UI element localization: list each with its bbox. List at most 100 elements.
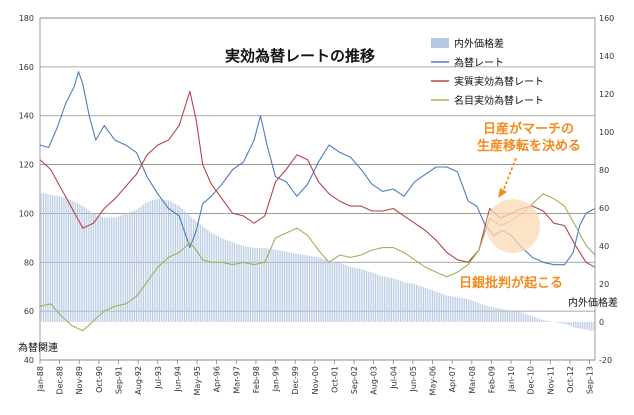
price-gap-bar [262,247,264,322]
price-gap-bar [121,214,123,322]
x-axis-ticks: Jan-88 Dec-88 Nov-89 Oct-90 Sep-91 Aug-92 Jul-… [36,360,595,395]
price-gap-bar [205,228,207,322]
price-gap-bar [314,256,316,322]
price-gap-bar [440,293,442,322]
price-gap-bar [523,313,525,322]
x-tick-label: Dec-88 [56,366,65,395]
price-gap-bar [548,321,550,322]
price-gap-bar [590,322,592,331]
price-gap-bar [41,193,43,322]
price-gap-bar [415,284,417,322]
price-gap-bar [62,197,64,322]
price-gap-bar [59,196,61,322]
price-gap-bar [328,261,330,322]
price-gap-bar [107,217,109,322]
x-tick-label: Jan-10 [507,366,516,392]
price-gap-bar [119,215,121,322]
price-gap-bar [430,289,432,322]
price-gap-bar [226,240,228,322]
price-gap-bar [267,248,269,322]
price-gap-bar [91,212,93,322]
price-gap-bar [464,298,466,322]
price-gap-bar [110,217,112,322]
right-tick-label: 160 [599,14,614,23]
left-axis-label: 為替関連 [18,341,58,354]
x-tick-label: Feb-98 [252,366,261,393]
price-gap-bar [141,206,143,322]
price-gap-bar [387,277,389,322]
price-gap-bar [101,216,103,322]
plot-border [39,17,596,361]
x-tick-label: Mar-97 [232,366,241,394]
x-tick-label: Aug-92 [134,366,143,395]
price-gap-bar [123,214,125,322]
price-gap-bar [109,217,111,322]
price-gap-bar [46,194,48,322]
annotation-boj: 日銀批判が起こる [459,275,563,291]
price-gap-bar [223,239,225,322]
price-gap-bar [93,213,95,322]
price-gap-bar [435,291,437,322]
price-gap-bar [342,264,344,322]
price-gap-bar [474,301,476,322]
price-gap-bar [69,199,71,322]
right-tick-label: 40 [599,242,609,251]
price-gap-bar [71,200,73,322]
price-gap-bar [78,204,80,322]
price-gap-bar [558,322,560,323]
price-gap-bar [371,272,373,322]
x-tick-label: May-06 [429,366,438,395]
price-gap-bar [476,302,478,322]
price-gap-bar [194,220,196,322]
price-gap-bar [303,254,305,322]
price-gap-bar [407,282,409,322]
price-gap-bar [569,322,571,326]
price-gap-bar [242,246,244,322]
price-gap-bar [349,266,351,322]
price-gap-bar [535,317,537,322]
legend-label-fx: 為替レート [454,56,504,69]
price-gap-bar [159,198,161,322]
price-gap-bar [326,260,328,322]
price-gap-bar [221,238,223,322]
price-gap-bar [294,253,296,322]
price-gap-bar [560,322,562,324]
price-gap-bar [173,203,175,322]
right-tick-label: 140 [599,52,614,61]
price-gap-bar [565,322,567,325]
left-tick-label: 140 [19,112,34,121]
price-gap-bar [198,223,200,322]
price-gap-bar [576,322,578,329]
price-gap-bar [578,322,580,329]
price-gap-bar [482,304,484,322]
price-gap-bar [275,249,277,322]
price-gap-bar [289,252,291,322]
price-gap-bar [316,257,318,322]
right-tick-label: 120 [599,90,614,99]
price-gap-bar [524,313,526,322]
price-gap-bar [585,322,587,330]
price-gap-bar [348,266,350,322]
price-gap-bar [44,193,46,322]
price-gap-bar [114,217,116,322]
price-gap-bar [134,210,136,322]
price-gap-bar [75,202,77,322]
price-gap-bar [373,273,375,322]
price-gap-bar [389,277,391,322]
price-gap-bar [87,209,89,322]
right-axis-ticks: -20 0 20 40 60 80 100 120 140 160 [599,14,614,365]
price-gap-bar [382,276,384,322]
price-gap-bar [105,217,107,322]
price-gap-bar [103,217,105,322]
price-gap-bar [232,242,234,322]
price-gap-bar [298,253,300,322]
price-gap-bar [467,299,469,322]
price-gap-bar [230,241,232,322]
price-gap-bar [380,275,382,322]
price-gap-bar [55,195,57,322]
price-gap-bar [346,265,348,322]
price-gap-bar [125,213,127,322]
price-gap-bar [308,255,310,322]
price-gap-bar [383,276,385,322]
right-axis-label: 内外価格差 [568,296,618,309]
